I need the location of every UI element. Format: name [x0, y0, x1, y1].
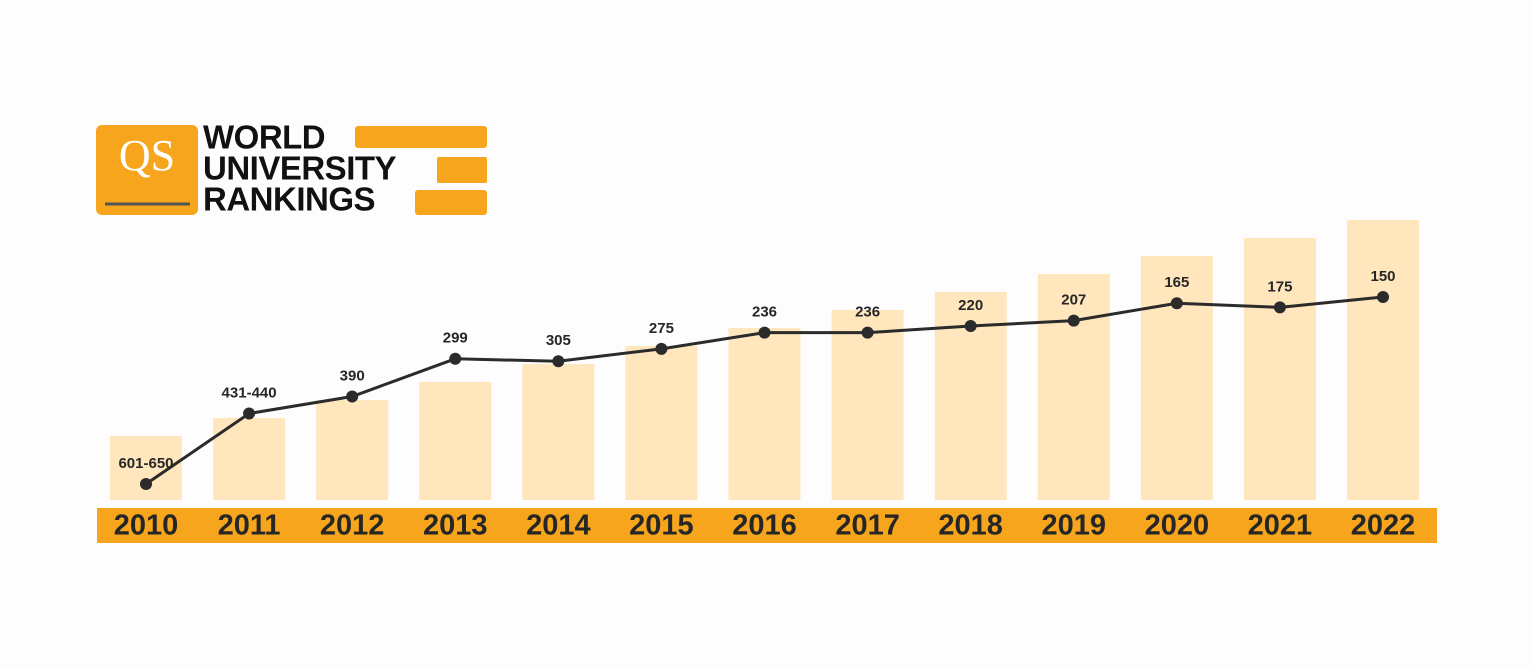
year-band — [97, 508, 1437, 543]
value-label: 431-440 — [222, 384, 277, 401]
logo-bar — [355, 126, 487, 148]
background-bar — [1037, 274, 1110, 500]
value-label: 175 — [1267, 278, 1292, 295]
rank-point — [964, 320, 977, 333]
rank-point — [1273, 301, 1286, 314]
background-bar — [625, 346, 698, 500]
x-tick-label: 2015 — [629, 510, 694, 542]
background-bar — [316, 400, 389, 500]
rank-point — [1067, 314, 1080, 327]
x-tick-label: 2012 — [320, 510, 385, 542]
logo-text: UNIVERSITY — [203, 150, 397, 187]
logo-box — [96, 125, 198, 215]
rank-point — [346, 390, 359, 403]
value-label: 390 — [340, 367, 365, 384]
x-tick-label: 2011 — [218, 510, 281, 542]
value-label: 150 — [1370, 268, 1395, 285]
value-label: 299 — [443, 330, 468, 347]
x-tick-label: 2013 — [423, 510, 488, 542]
background-bar — [419, 382, 492, 500]
background-bar — [1140, 256, 1213, 500]
x-tick-label: 2021 — [1248, 510, 1313, 542]
logo-text: RANKINGS — [203, 181, 375, 218]
logo: QS WORLD UNIVERSITY RANKINGS — [96, 119, 487, 218]
value-label: 207 — [1061, 292, 1086, 309]
rank-point — [243, 407, 256, 420]
value-label: 305 — [546, 332, 571, 349]
logo-mark: QS — [119, 131, 175, 180]
rank-point — [1377, 291, 1389, 303]
value-label: 220 — [958, 297, 983, 314]
rank-point — [758, 326, 771, 339]
value-label: 275 — [649, 320, 674, 337]
rank-point — [1170, 297, 1183, 310]
value-label: 601-650 — [118, 455, 173, 472]
x-tick-label: 2014 — [526, 510, 591, 542]
value-label: 165 — [1164, 274, 1189, 291]
x-tick-label: 2022 — [1351, 510, 1416, 542]
rank-point — [552, 355, 565, 368]
x-tick-label: 2020 — [1145, 510, 1210, 542]
x-tick-label: 2010 — [114, 510, 179, 542]
background-bar — [1243, 238, 1316, 500]
background-bar — [1347, 220, 1419, 500]
rank-point — [449, 352, 462, 365]
value-label: 236 — [855, 304, 880, 321]
logo-bar — [415, 190, 487, 215]
background-bar — [728, 328, 801, 500]
rank-point — [655, 342, 668, 355]
x-tick-label: 2016 — [732, 510, 797, 542]
rank-point — [140, 478, 152, 490]
rank-point — [861, 326, 874, 339]
x-tick-label: 2019 — [1041, 510, 1106, 542]
logo-text: WORLD — [203, 119, 325, 156]
background-bar — [522, 364, 595, 500]
value-label: 236 — [752, 304, 777, 321]
x-tick-label: 2017 — [835, 510, 900, 542]
background-bar — [831, 310, 904, 500]
logo-bar — [437, 157, 487, 183]
x-tick-label: 2018 — [938, 510, 1003, 542]
